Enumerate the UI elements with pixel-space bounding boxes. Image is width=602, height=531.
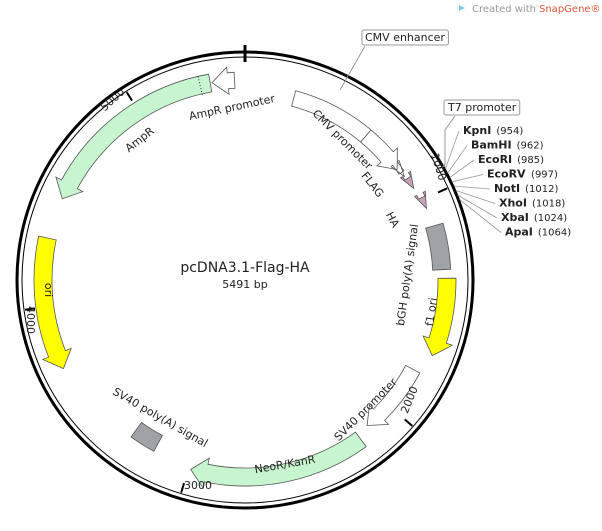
site-position: (1024): [534, 213, 567, 224]
site-name: NotI: [494, 182, 520, 195]
feature-label: ori: [42, 283, 55, 297]
site-leader: [457, 194, 498, 219]
site-leader: [455, 190, 496, 204]
flag-tag: [399, 170, 415, 190]
site-name: BamHI: [471, 139, 512, 152]
site-leader: [449, 159, 475, 178]
tick-label: 3000: [184, 479, 212, 492]
feature-label: f1 ori: [423, 297, 440, 327]
ori-arrow: [33, 235, 72, 370]
site-position: (962): [517, 141, 544, 152]
watermark-brand: SnapGene®: [539, 4, 601, 15]
site-name: EcoRI: [478, 153, 512, 166]
neor-arrow: [190, 431, 367, 490]
leader: [339, 45, 366, 91]
site-leader: [451, 174, 484, 183]
ampr-promoter-arrow: [211, 66, 236, 96]
leader: [435, 115, 456, 173]
feature-label: FLAG: [358, 169, 386, 200]
site-leader: [459, 199, 502, 233]
site-leader: [453, 185, 491, 190]
site-position: (985): [517, 155, 544, 166]
feature-label: bGH poly(A) signal: [394, 223, 421, 327]
f1-ori-arrow: [422, 277, 457, 357]
tick-label: 4000: [24, 306, 37, 334]
label-box: [361, 29, 449, 46]
cmv-promoter-arrow: [360, 129, 398, 170]
feature-label: HA: [383, 210, 402, 230]
site-position: (1018): [532, 199, 565, 210]
tick-mark: [24, 307, 36, 311]
feature-label: CMV enhancer: [365, 31, 445, 44]
ampr-arrow: [55, 73, 213, 200]
feature-label: AmpR promoter: [188, 92, 277, 123]
site-position: (954): [496, 126, 523, 137]
plasmid-length: 5491 bp: [222, 278, 267, 291]
bgh-polya-box: [425, 222, 452, 271]
plasmid-name: pcDNA3.1-Flag-HA: [180, 260, 310, 276]
tick-mark: [180, 482, 186, 493]
ha-tag: [413, 190, 427, 210]
site-name: EcoRV: [487, 168, 526, 181]
site-name: XbaI: [501, 211, 529, 224]
logo: [459, 5, 465, 11]
watermark: Created with SnapGene®: [459, 4, 601, 15]
site-name: XhoI: [499, 197, 527, 210]
site-name: KpnI: [463, 124, 491, 137]
site-leader: [447, 145, 468, 174]
tick-mark: [404, 418, 413, 427]
feature-label: SV40 poly(A) signal: [110, 385, 210, 450]
site-position: (997): [531, 170, 558, 181]
site-position: (1012): [525, 184, 558, 195]
site-leader: [444, 130, 460, 170]
t7-promoter-arrow: [390, 159, 406, 178]
tick-label: 5000: [98, 85, 128, 113]
sv40-polya-box: [130, 421, 163, 452]
feature-label: T7 promoter: [447, 101, 517, 114]
tick-mark: [125, 91, 133, 102]
sv40-promoter-arrow: [366, 364, 421, 426]
watermark-prefix: Created with: [472, 4, 536, 15]
ampr-dots: [197, 75, 203, 96]
site-position: (1064): [538, 228, 571, 239]
site-name: ApaI: [505, 226, 533, 239]
tick-mark: [437, 187, 448, 194]
label-box: [443, 99, 521, 116]
